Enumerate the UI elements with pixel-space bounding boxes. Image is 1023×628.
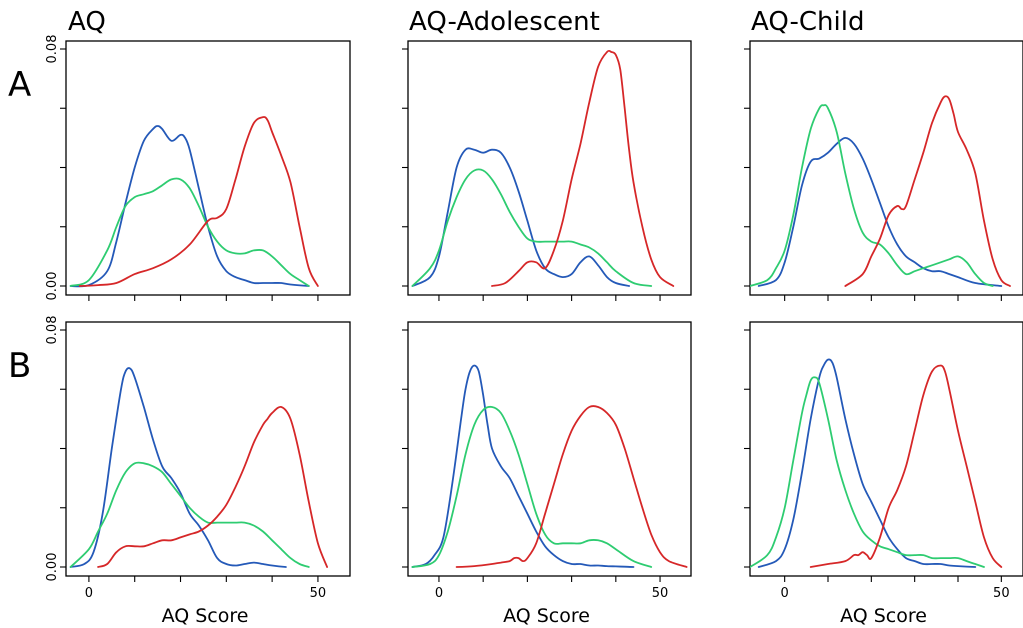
panel-a-1: 0.00 0.08 xyxy=(45,35,351,301)
y-tick-label-min: 0.00 xyxy=(45,553,60,582)
red-density-curve xyxy=(455,405,688,568)
blue-density-curve xyxy=(757,137,1003,287)
red-density-curve xyxy=(491,49,675,287)
panel-a-2 xyxy=(402,40,692,301)
plot-frame xyxy=(407,40,692,296)
column-title-aq: AQ xyxy=(68,7,106,37)
column-title-aq-child: AQ-Child xyxy=(751,7,864,37)
x-tick-label: 50 xyxy=(993,586,1010,601)
panel-a-3 xyxy=(744,40,1023,301)
x-tick-label: 50 xyxy=(652,586,669,601)
green-density-curve xyxy=(69,461,310,568)
plot-frame xyxy=(749,40,1023,296)
panel-b-2: 0 50 AQ Score xyxy=(402,321,692,627)
green-density-curve xyxy=(69,177,310,287)
green-density-curve xyxy=(750,104,994,287)
x-axis-title: AQ Score xyxy=(162,605,249,627)
row-label-b: B xyxy=(8,346,31,386)
x-tick-label: 50 xyxy=(310,586,327,601)
panel-b-1: 0.00 0.08 0 50 AQ Score xyxy=(45,316,351,627)
x-axis-title: AQ Score xyxy=(840,605,927,627)
row-label-a: A xyxy=(8,65,31,105)
green-density-curve xyxy=(411,405,653,568)
blue-density-curve xyxy=(757,358,977,568)
blue-density-curve xyxy=(69,125,310,288)
y-tick-label-min: 0.00 xyxy=(45,272,60,301)
green-density-curve xyxy=(411,168,653,287)
x-tick-label: 0 xyxy=(85,586,93,601)
red-density-curve xyxy=(844,95,1011,287)
y-tick-label-max: 0.08 xyxy=(45,35,60,64)
y-tick-label-max: 0.08 xyxy=(45,316,60,345)
plot-frame xyxy=(407,321,692,577)
plot-frame xyxy=(65,40,351,296)
column-title-aq-adolescent: AQ-Adolescent xyxy=(409,7,600,37)
panel-b-3: 0 50 AQ Score xyxy=(744,321,1023,627)
blue-density-curve xyxy=(411,147,630,287)
red-density-curve xyxy=(809,364,1003,568)
green-density-curve xyxy=(750,376,985,568)
red-density-curve xyxy=(97,405,328,568)
x-axis-title: AQ Score xyxy=(503,605,590,627)
red-density-curve xyxy=(78,116,319,287)
blue-density-curve xyxy=(69,367,287,568)
x-tick-label: 0 xyxy=(781,586,789,601)
plot-frame xyxy=(749,321,1023,577)
plot-frame xyxy=(65,321,351,577)
blue-density-curve xyxy=(411,364,635,568)
x-tick-label: 0 xyxy=(435,586,443,601)
